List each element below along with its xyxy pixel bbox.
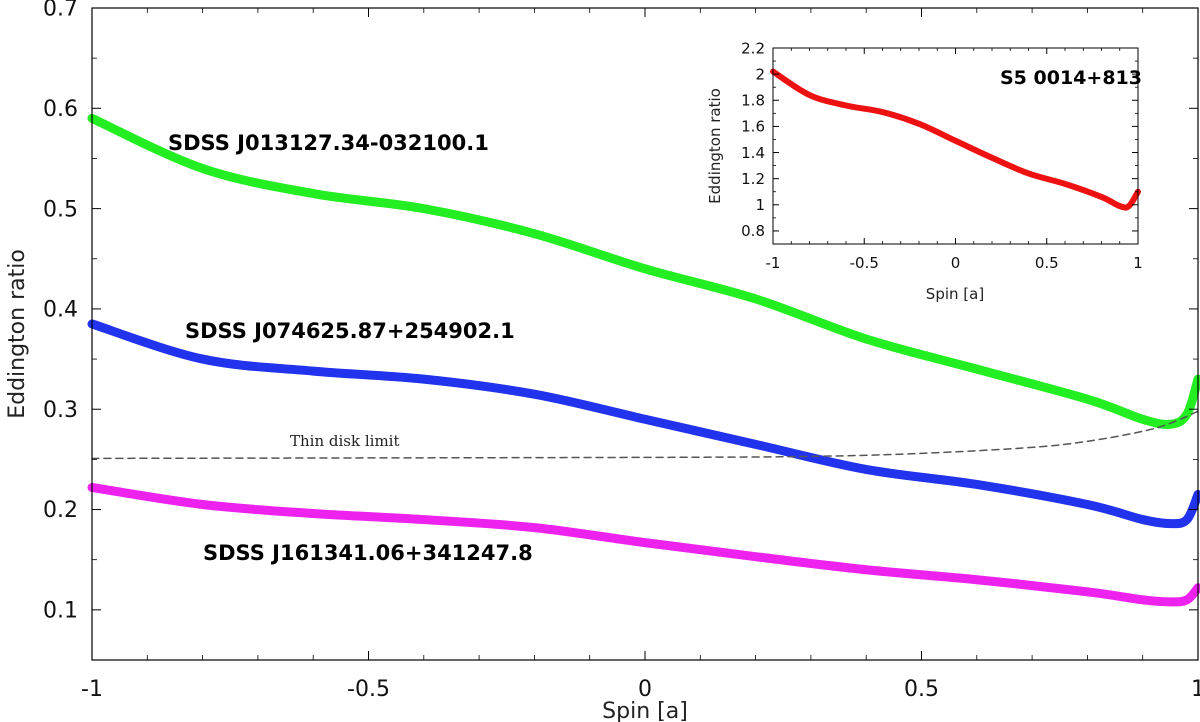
y-tick-label: 1.8 bbox=[741, 92, 765, 110]
main-plot: -1 -0.5 0 0.5 1 0.1 0.2 0.3 0.4 0.5 0.6 0.7 Spin [a… bbox=[5, 0, 1200, 722]
x-tick-label: 1 bbox=[1191, 677, 1200, 702]
main-series-layer bbox=[87, 113, 1200, 607]
y-tick-label: 0.1 bbox=[43, 599, 78, 624]
y-tick-label: 2.2 bbox=[741, 39, 765, 57]
series-line-sdss-j074625-87-254902-1 bbox=[87, 319, 1200, 529]
y-tick-label: 0.7 bbox=[43, 0, 78, 22]
series-label-sdss-j161341: SDSS J161341.06+341247.8 bbox=[203, 541, 533, 565]
x-tick-label: -0.5 bbox=[850, 254, 879, 272]
series-line-thin-disk-limit bbox=[91, 410, 1199, 460]
series-label-s5-0014: S5 0014+813 bbox=[1000, 67, 1142, 89]
inset-ticks-layer: -1 -0.5 0 0.5 1 0.8 1 1.2 1.4 1.6 1.8 2 2.2 bbox=[741, 39, 1143, 272]
series-label-sdss-j013127: SDSS J013127.34-032100.1 bbox=[168, 131, 489, 155]
y-tick-label: 1.2 bbox=[741, 170, 765, 188]
main-ticks-layer: -1 -0.5 0 0.5 1 0.1 0.2 0.3 0.4 0.5 0.6 0.7 bbox=[43, 0, 1200, 702]
y-tick-label: 1.6 bbox=[741, 118, 765, 136]
y-tick-label: 0.6 bbox=[43, 97, 78, 122]
y-tick-label: 0.2 bbox=[43, 498, 78, 523]
inset-y-axis-title: Eddington ratio bbox=[706, 88, 724, 204]
x-tick-label: 0 bbox=[951, 254, 961, 272]
x-tick-label: 1 bbox=[1133, 254, 1143, 272]
inset-x-axis-title: Spin [a] bbox=[926, 285, 984, 303]
x-tick-label: 0.5 bbox=[1035, 254, 1059, 272]
y-tick-label: 1.4 bbox=[741, 144, 765, 162]
x-tick-label: -1 bbox=[81, 677, 103, 702]
y-tick-label: 0.5 bbox=[43, 197, 78, 222]
x-tick-label: 0 bbox=[638, 677, 652, 702]
y-tick-label: 0.8 bbox=[741, 222, 765, 240]
y-tick-label: 2 bbox=[755, 65, 765, 83]
y-tick-label: 0.4 bbox=[43, 298, 78, 323]
main-x-axis-title: Spin [a] bbox=[602, 699, 688, 722]
inset-plot-frame bbox=[772, 47, 1139, 245]
inset-plot: -1 -0.5 0 0.5 1 0.8 1 1.2 1.4 1.6 1.8 2 2.2 Spin [a]… bbox=[706, 39, 1143, 303]
x-tick-label: -0.5 bbox=[347, 677, 390, 702]
series-line-s5-0014-813 bbox=[770, 68, 1141, 211]
main-y-axis-title: Eddington ratio bbox=[5, 249, 30, 419]
thin-disk-limit-label: Thin disk limit bbox=[290, 432, 400, 450]
y-tick-label: 1 bbox=[755, 196, 765, 214]
y-tick-label: 0.3 bbox=[43, 398, 78, 423]
x-tick-label: -1 bbox=[766, 254, 781, 272]
x-tick-label: 0.5 bbox=[904, 677, 939, 702]
inset-series-layer bbox=[770, 68, 1141, 211]
series-line-sdss-j013127-34-032100-1 bbox=[87, 113, 1200, 429]
series-line-sdss-j161341-06-341247-8 bbox=[87, 482, 1200, 607]
series-label-sdss-j074625: SDSS J074625.87+254902.1 bbox=[185, 319, 515, 343]
inset-background bbox=[773, 48, 1138, 244]
main-plot-frame bbox=[91, 7, 1199, 661]
